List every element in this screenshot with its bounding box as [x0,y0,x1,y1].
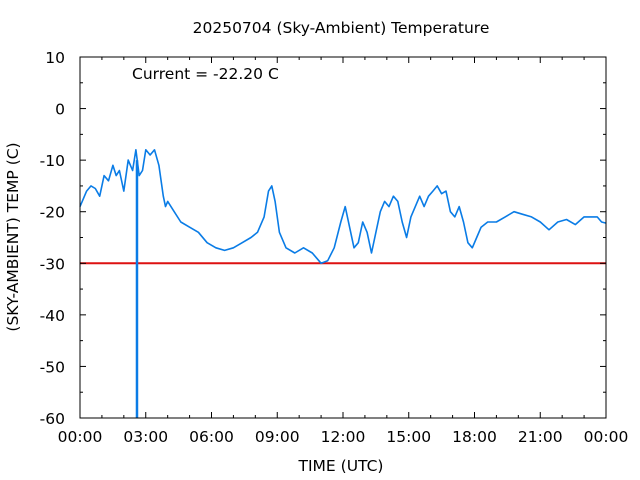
y-tick-label: 0 [55,101,65,119]
plot-frame [79,56,607,419]
y-tick-label: -60 [40,410,65,428]
x-tick-label: 21:00 [518,428,563,446]
x-tick-label: 15:00 [386,428,431,446]
y-tick-label: -40 [40,307,65,325]
y-axis-label: (SKY-AMBIENT) TEMP (C) [4,142,22,331]
x-tick-label: 12:00 [321,428,366,446]
y-tick-label: -50 [40,358,65,376]
y-tick-label: -10 [40,152,65,170]
chart-title: 20250704 (Sky-Ambient) Temperature [193,19,490,37]
x-tick-label: 00:00 [584,428,629,446]
x-tick-label: 09:00 [255,428,300,446]
series-line [79,149,607,265]
x-tick-label: 03:00 [123,428,168,446]
y-tick-label: 10 [45,49,65,67]
y-tick-label: -20 [40,204,65,222]
x-tick-label: 00:00 [58,428,103,446]
y-tick-label: -30 [40,255,65,273]
x-tick-label: 18:00 [452,428,497,446]
current-annotation: Current = -22.20 C [132,65,279,83]
x-tick-label: 06:00 [189,428,234,446]
x-axis-label: TIME (UTC) [298,457,384,475]
plot-area: 00:00 03:00 06:00 09:00 12:00 15:00 18:00 21:00… [40,49,629,446]
